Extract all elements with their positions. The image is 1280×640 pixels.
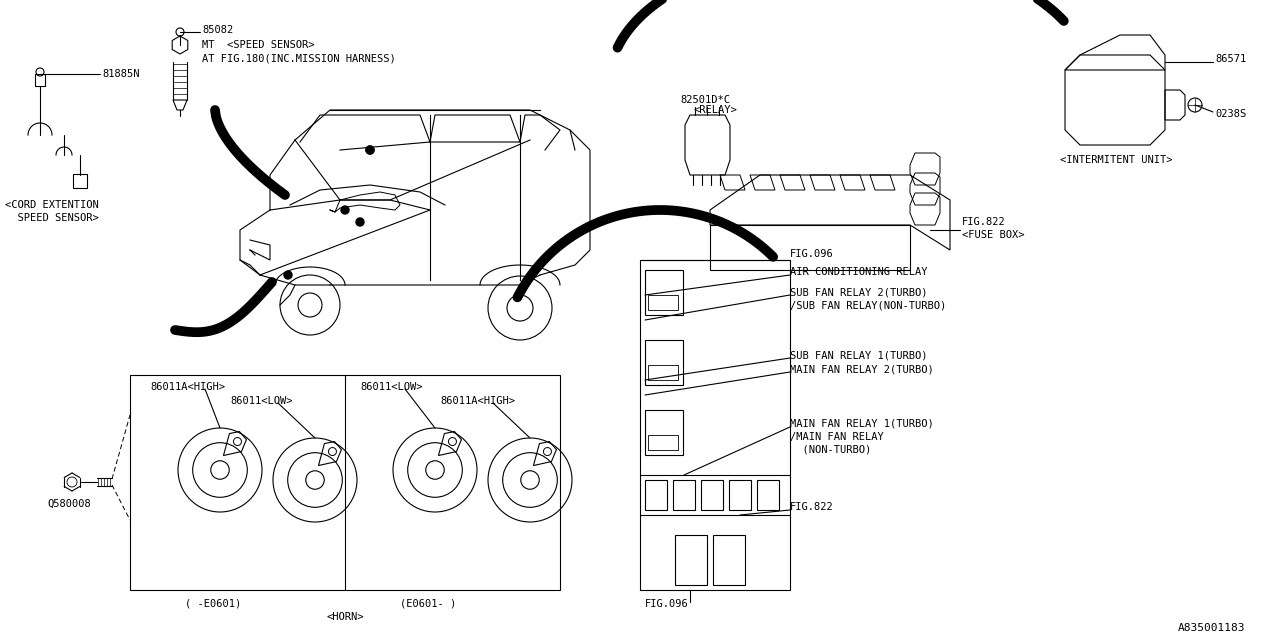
Text: 86571: 86571 [1215,54,1247,64]
Bar [673,480,695,510]
Text: (E0601- ): (E0601- ) [401,598,456,608]
Text: SPEED SENSOR>: SPEED SENSOR> [5,213,99,223]
Text: /SUB FAN RELAY(NON-TURBO): /SUB FAN RELAY(NON-TURBO) [790,300,946,310]
Bar [131,375,561,590]
Text: <INTERMITENT UNIT>: <INTERMITENT UNIT> [1060,155,1172,165]
Text: MAIN FAN RELAY 1(TURBO): MAIN FAN RELAY 1(TURBO) [790,419,933,429]
Bar [73,174,87,188]
Text: 81885N: 81885N [102,69,140,79]
Bar [675,535,707,585]
Text: FIG.822: FIG.822 [790,502,833,512]
Text: MAIN FAN RELAY 2(TURBO): MAIN FAN RELAY 2(TURBO) [790,364,933,374]
Text: SUB FAN RELAY 1(TURBO): SUB FAN RELAY 1(TURBO) [790,350,928,360]
Text: AIR CONDITIONING RELAY: AIR CONDITIONING RELAY [790,267,928,277]
Bar [645,340,684,385]
Text: <CORD EXTENTION: <CORD EXTENTION [5,200,99,210]
Text: FIG.096: FIG.096 [790,249,833,259]
Text: A835001183: A835001183 [1178,623,1245,633]
Text: <HORN>: <HORN> [326,612,364,622]
Text: 86011<LOW>: 86011<LOW> [360,382,422,392]
Text: 0238S: 0238S [1215,109,1247,119]
Text: FIG.096: FIG.096 [645,599,689,609]
Bar [645,410,684,455]
Bar [640,260,790,590]
Bar [648,365,678,380]
Circle shape [356,218,364,226]
Bar [645,270,684,315]
Text: /MAIN FAN RELAY: /MAIN FAN RELAY [790,432,883,442]
Text: Q580008: Q580008 [47,499,91,509]
Circle shape [340,206,349,214]
Text: 86011A<HIGH>: 86011A<HIGH> [440,396,515,406]
Circle shape [284,271,292,279]
Text: 85082: 85082 [202,25,233,35]
Text: MT  <SPEED SENSOR>: MT <SPEED SENSOR> [202,40,315,50]
Bar [645,480,667,510]
Text: AT FIG.180(INC.MISSION HARNESS): AT FIG.180(INC.MISSION HARNESS) [202,53,396,63]
Bar [756,480,780,510]
Bar [730,480,751,510]
Bar [35,74,45,86]
Text: <RELAY>: <RELAY> [692,105,737,115]
Text: ( -E0601): ( -E0601) [186,598,241,608]
Bar [713,535,745,585]
Text: 86011<LOW>: 86011<LOW> [230,396,293,406]
Circle shape [366,146,374,154]
Bar [648,435,678,450]
Text: SUB FAN RELAY 2(TURBO): SUB FAN RELAY 2(TURBO) [790,287,928,297]
Circle shape [366,146,374,154]
Bar [648,295,678,310]
Text: (NON-TURBO): (NON-TURBO) [790,445,872,455]
Text: 82501D*C: 82501D*C [680,95,730,105]
Text: 86011A<HIGH>: 86011A<HIGH> [150,382,225,392]
Bar [701,480,723,510]
Text: FIG.822: FIG.822 [963,217,1006,227]
Text: <FUSE BOX>: <FUSE BOX> [963,230,1024,240]
